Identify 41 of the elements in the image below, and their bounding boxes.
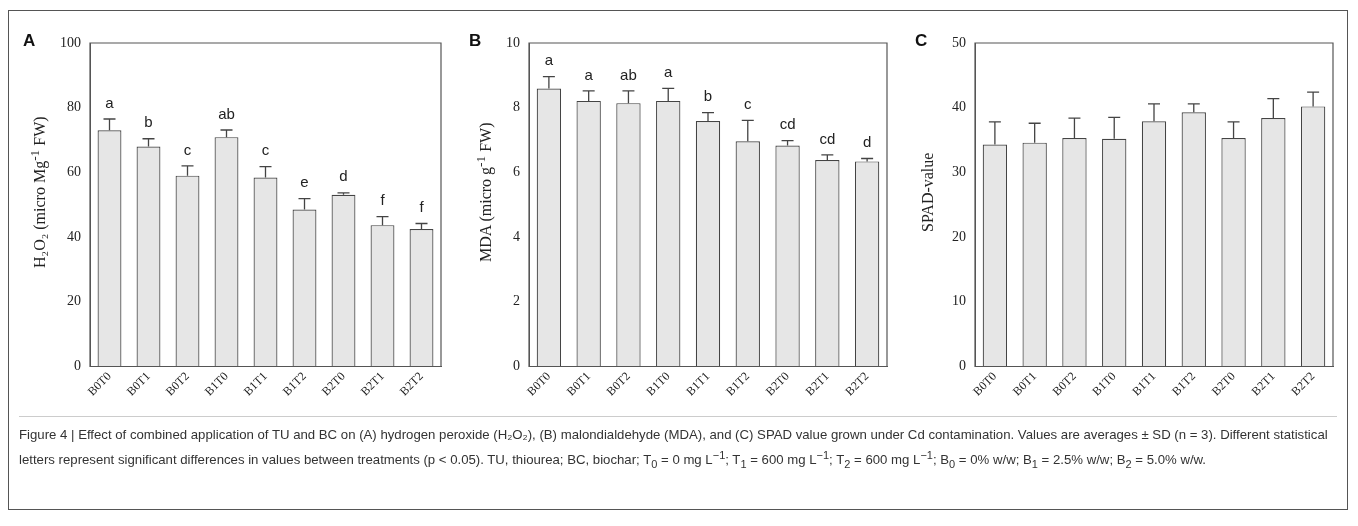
chart-title: B [469,31,482,51]
annotation: a [105,93,115,111]
y-tick-label: 80 [67,99,81,115]
y-tick-label: 60 [67,164,81,180]
annotation: a [544,51,554,69]
chart-title: C [915,31,928,51]
y-tick-label: 20 [952,228,966,244]
y-axis-title: SPAD-value [919,152,937,232]
y-tick-label: 0 [513,358,520,374]
y-tick-label: 4 [513,228,520,244]
y-tick-label: 0 [74,358,81,374]
y-tick-label: 20 [67,293,81,309]
y-tick-label: 0 [959,358,966,374]
annotation: ab [218,104,235,122]
annotation: a [584,65,594,83]
y-tick-label: 10 [952,293,966,309]
annotation: d [339,167,348,185]
annotation: cd [819,129,836,147]
annotation: b [703,87,713,105]
annotation: f [380,191,386,209]
annotation: c [744,94,753,112]
annotation: c [261,141,270,159]
y-tick-label: 40 [67,228,81,244]
annotation: e [300,173,309,191]
annotation: b [144,113,153,131]
y-tick-label: 100 [60,34,81,50]
y-tick-label: 2 [513,293,520,309]
annotation: d [862,133,872,151]
annotation: ab [620,65,637,83]
chart-title: A [23,31,36,51]
y-tick-label: 50 [952,34,966,50]
annotation: f [419,198,425,216]
text: Figure 4 | Effect of combined application of TU and BC on (A) hydrogen peroxide (H₂O₂), (B) malondialdehyde (MDA), and (C) SPAD value grown under Cd contamination. Values are averages ± SD (n = 3). Different statistical letters represent significant differences in values between treatments (p < 0.05). TU, thiourea; BC, biochar; T$_{0}$ = 0 mg L$^{−1}$; T$_{1}$ = 600 mg L$^{−1}$; T$_{2}$ = 600 mg L$^{−1}$; B$_{0}$ = 0% w/w; B$_{1}$ = 2.5% w/w; B$_{2}$ = 5.0% w/w. [19,427,1328,471]
y-tick-label: 8 [513,99,520,115]
annotation: c [183,140,192,158]
y-tick-label: 30 [952,164,966,180]
annotation: a [664,62,674,80]
y-tick-label: 10 [506,34,520,50]
y-tick-label: 6 [513,164,520,180]
y-tick-label: 40 [952,99,966,115]
annotation: cd [779,115,796,133]
